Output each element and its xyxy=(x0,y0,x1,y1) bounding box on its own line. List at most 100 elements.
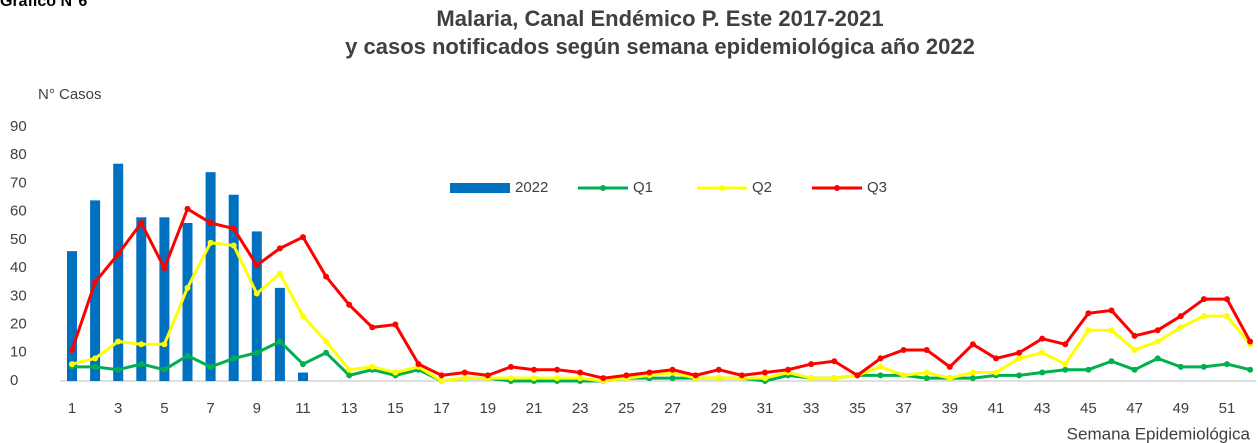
marker xyxy=(946,375,953,382)
x-tick-label: 1 xyxy=(68,400,76,417)
marker xyxy=(877,363,884,370)
marker xyxy=(1062,361,1069,368)
marker xyxy=(969,369,976,376)
line xyxy=(70,207,1252,380)
marker xyxy=(1224,361,1230,368)
x-tick-label: 45 xyxy=(1080,400,1097,417)
marker xyxy=(276,270,283,277)
marker xyxy=(1247,366,1254,373)
line xyxy=(72,339,1251,383)
y-tick-label: 0 xyxy=(10,372,18,389)
y-axis-label: N° Casos xyxy=(38,86,102,103)
marker xyxy=(230,242,237,249)
marker xyxy=(138,219,145,226)
marker xyxy=(1016,349,1023,356)
chart-subtitle: y casos notificados según semana epidemi… xyxy=(345,34,975,59)
x-axis-label: Semana Epidemiológica xyxy=(1067,424,1251,443)
x-tick-label: 35 xyxy=(849,400,866,417)
marker xyxy=(207,363,214,370)
marker xyxy=(300,313,306,320)
legend-label: Q3 xyxy=(867,179,887,196)
x-tick-label: 9 xyxy=(253,400,261,417)
bar xyxy=(159,217,170,381)
marker xyxy=(138,341,145,348)
marker xyxy=(438,372,445,379)
marker xyxy=(276,245,283,252)
marker xyxy=(161,341,168,348)
y-tick-label: 30 xyxy=(10,287,27,304)
marker xyxy=(438,378,445,384)
marker xyxy=(392,321,399,328)
marker xyxy=(69,361,75,368)
marker xyxy=(900,372,907,379)
legend-label: 2022 xyxy=(515,179,548,196)
marker xyxy=(253,290,260,297)
bar xyxy=(205,172,216,381)
marker xyxy=(692,372,699,379)
marker xyxy=(762,369,768,376)
marker xyxy=(1062,366,1069,373)
marker xyxy=(230,355,237,362)
marker xyxy=(1016,355,1023,362)
legend-marker xyxy=(834,185,840,191)
marker xyxy=(1154,355,1161,362)
marker xyxy=(1085,310,1092,317)
x-tick-label: 39 xyxy=(941,400,958,417)
marker xyxy=(92,355,99,362)
bar xyxy=(67,251,77,381)
marker xyxy=(554,375,561,382)
line xyxy=(71,241,1252,383)
x-tick-label: 23 xyxy=(572,400,589,417)
marker xyxy=(923,369,930,376)
marker xyxy=(369,363,376,370)
y-tick-label: 50 xyxy=(10,231,27,248)
marker xyxy=(253,349,260,356)
marker xyxy=(808,361,815,368)
bar xyxy=(113,163,124,381)
marker xyxy=(993,369,999,376)
marker xyxy=(946,363,953,370)
x-tick-label: 27 xyxy=(664,400,681,417)
x-tick-label: 31 xyxy=(757,400,774,417)
marker xyxy=(115,251,122,257)
legend-label: Q2 xyxy=(752,179,772,196)
x-tick-label: 7 xyxy=(206,400,214,417)
y-tick-label: 70 xyxy=(10,174,27,191)
marker xyxy=(207,219,214,226)
marker xyxy=(900,346,907,353)
marker xyxy=(1131,346,1138,353)
bar xyxy=(228,194,239,381)
marker xyxy=(785,366,792,373)
marker xyxy=(1177,363,1184,370)
marker xyxy=(969,375,976,382)
marker xyxy=(300,361,306,368)
marker xyxy=(300,234,306,241)
marker xyxy=(854,372,861,379)
marker xyxy=(808,375,815,382)
x-tick-label: 21 xyxy=(526,400,543,417)
x-tick-label: 25 xyxy=(618,400,635,417)
marker xyxy=(507,375,514,382)
marker xyxy=(1108,307,1115,314)
legend-marker xyxy=(719,185,725,191)
chart-title: Malaria, Canal Endémico P. Este 2017-202… xyxy=(436,6,883,31)
y-tick-label: 40 xyxy=(10,259,27,276)
marker xyxy=(762,375,768,382)
marker xyxy=(323,349,330,356)
marker xyxy=(369,324,376,331)
x-tick-label: 49 xyxy=(1172,400,1189,417)
marker xyxy=(715,366,722,373)
x-tick-label: 33 xyxy=(803,400,820,417)
x-tick-label: 3 xyxy=(114,400,122,417)
bar xyxy=(274,287,285,381)
marker xyxy=(461,369,468,376)
marker xyxy=(392,369,399,376)
marker xyxy=(877,372,884,379)
marker xyxy=(1200,363,1207,370)
marker xyxy=(1108,358,1115,365)
marker xyxy=(346,366,353,373)
x-tick-label: 5 xyxy=(160,400,168,417)
marker xyxy=(669,366,676,373)
marker xyxy=(161,366,168,373)
x-tick-label: 29 xyxy=(710,400,727,417)
